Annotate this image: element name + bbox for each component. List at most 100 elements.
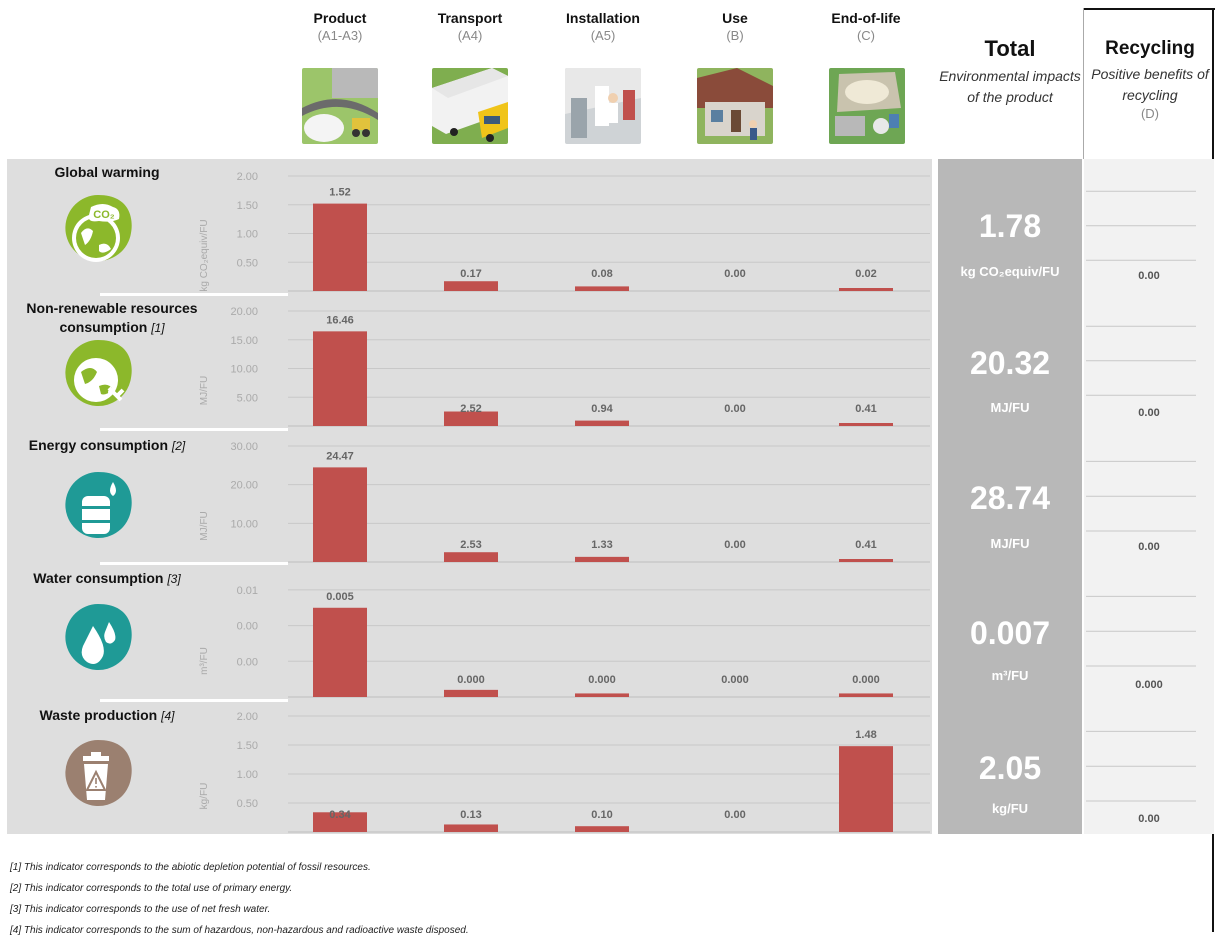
bar-installation — [575, 420, 629, 426]
bar-end-of-life — [839, 559, 893, 562]
bar-value-label: 0.000 — [457, 674, 485, 686]
bar-value-label: 0.02 — [855, 268, 876, 280]
total-value-non-renewable: 20.32 — [969, 345, 1051, 381]
waste-site-illustration — [829, 68, 905, 144]
bar-transport — [444, 281, 498, 291]
bar-transport — [444, 824, 498, 832]
stage-header-transport: Transport (A4) — [410, 8, 530, 44]
y-tick-label: 15.00 — [230, 335, 258, 347]
y-tick-label: 20.00 — [230, 306, 258, 318]
frame-top-line — [1083, 8, 1215, 10]
bar-value-label: 0.10 — [591, 809, 612, 821]
footnote: [3] This indicator corresponds to the us… — [10, 904, 271, 915]
stage-name: End-of-life — [831, 10, 901, 26]
y-axis-label: MJ/FU — [199, 376, 210, 405]
bar-value-label: 0.00 — [724, 403, 745, 415]
y-tick-label: 1.00 — [237, 229, 258, 241]
y-tick-label: 10.00 — [230, 364, 258, 376]
bar-value-label: 1.33 — [591, 539, 612, 551]
stage-code: (A5) — [590, 28, 616, 43]
bar-value-label: 0.00 — [724, 268, 745, 280]
y-axis-label: kg/FU — [199, 783, 210, 810]
y-tick-label: 1.50 — [237, 200, 258, 212]
bar-value-label: 1.52 — [329, 187, 350, 199]
stage-code: (B) — [726, 28, 744, 43]
svg-text:CO₂: CO₂ — [93, 209, 115, 221]
indicator-footnote-ref: [4] — [161, 709, 175, 723]
bar-value-label: 0.00 — [724, 809, 745, 821]
total-unit-water: m³/FU — [991, 668, 1029, 683]
recycling-value-global-warming: 0.00 — [1138, 270, 1160, 282]
bar-transport — [444, 689, 498, 697]
y-tick-label: 2.00 — [237, 711, 258, 723]
bar-value-label: 0.17 — [460, 268, 481, 280]
indicator-title: Global warming — [54, 164, 160, 180]
bar-value-label: 0.41 — [855, 539, 876, 551]
bar-value-label: 0.08 — [591, 268, 612, 280]
total-column — [938, 159, 1082, 834]
bar-value-label: 0.000 — [721, 674, 749, 686]
stage-header-installation: Installation (A5) — [543, 8, 663, 44]
indicator-label-water: Water consumption [3] — [7, 569, 207, 589]
stage-name: Product — [313, 10, 367, 26]
indicator-footnote-ref: [2] — [171, 439, 186, 453]
total-value-energy: 28.74 — [969, 480, 1051, 516]
y-tick-label: 5.00 — [237, 392, 258, 404]
bar-end-of-life — [839, 693, 893, 697]
bar-value-label: 1.48 — [855, 729, 876, 741]
y-tick-label: 1.00 — [237, 769, 258, 781]
total-unit-non-renewable: MJ/FU — [990, 400, 1030, 415]
y-tick-label: 10.00 — [230, 518, 258, 530]
stage-header-product: Product (A1-A3) — [280, 8, 400, 44]
footnote: [2] This indicator corresponds to the to… — [10, 883, 293, 894]
indicator-label-global-warming: Global warming — [7, 163, 207, 182]
footnote: [1] This indicator corresponds to the ab… — [10, 862, 371, 873]
row-separator — [100, 562, 288, 565]
y-tick-label: 0.00 — [237, 656, 258, 668]
recycling-header-title: Recycling — [1105, 38, 1195, 59]
y-tick-label: 20.00 — [230, 480, 258, 492]
bar-product — [313, 331, 367, 426]
bar-product — [313, 812, 367, 832]
stage-name: Transport — [437, 10, 503, 26]
stage-code: (A4) — [457, 28, 483, 43]
recycling-header-subtitle: Positive benefits of recycling — [1091, 66, 1209, 103]
bar-value-label: 0.000 — [852, 674, 880, 686]
column-gap — [932, 159, 938, 834]
bar-transport — [444, 552, 498, 562]
bar-end-of-life — [839, 288, 893, 291]
bar-transport — [444, 411, 498, 426]
total-value-global-warming: 1.78 — [978, 208, 1042, 244]
bar-product — [313, 203, 367, 291]
recycling-value-water: 0.000 — [1135, 679, 1163, 691]
indicator-footnote-ref: [3] — [167, 572, 181, 586]
footnote: [4] This indicator corresponds to the su… — [10, 925, 469, 936]
bar-product — [313, 467, 367, 562]
fuel-barrel-icon — [63, 470, 133, 550]
indicator-label-waste: Waste production [4] — [7, 706, 207, 726]
bar-value-label: 0.41 — [855, 403, 876, 415]
bar-value-label: 0.34 — [329, 809, 351, 821]
bar-value-label: 0.000 — [588, 674, 616, 686]
y-axis-label: m³/FU — [199, 647, 210, 675]
co2-globe-icon: CO₂ — [63, 193, 133, 273]
stage-header-use: Use (B) — [675, 8, 795, 44]
factory-site-illustration — [302, 68, 378, 144]
water-drops-icon — [63, 602, 133, 682]
stage-name: Use — [722, 10, 748, 26]
y-tick-label: 0.00 — [237, 621, 258, 633]
y-tick-label: 1.50 — [237, 740, 258, 752]
row-separator — [100, 699, 288, 702]
y-tick-label: 30.00 — [230, 441, 258, 453]
y-tick-label: 0.50 — [237, 798, 258, 810]
stage-code: (C) — [856, 28, 876, 43]
bar-installation — [575, 826, 629, 832]
bar-value-label: 24.47 — [326, 450, 354, 462]
house-illustration — [697, 68, 773, 144]
bar-value-label: 2.53 — [460, 539, 481, 551]
indicator-label-non-renewable: Non-renewable resources consumption [1] — [12, 299, 212, 338]
recycling-value-waste: 0.00 — [1138, 813, 1160, 825]
total-value-waste: 2.05 — [978, 750, 1042, 786]
recycling-value-energy: 0.00 — [1138, 541, 1160, 553]
